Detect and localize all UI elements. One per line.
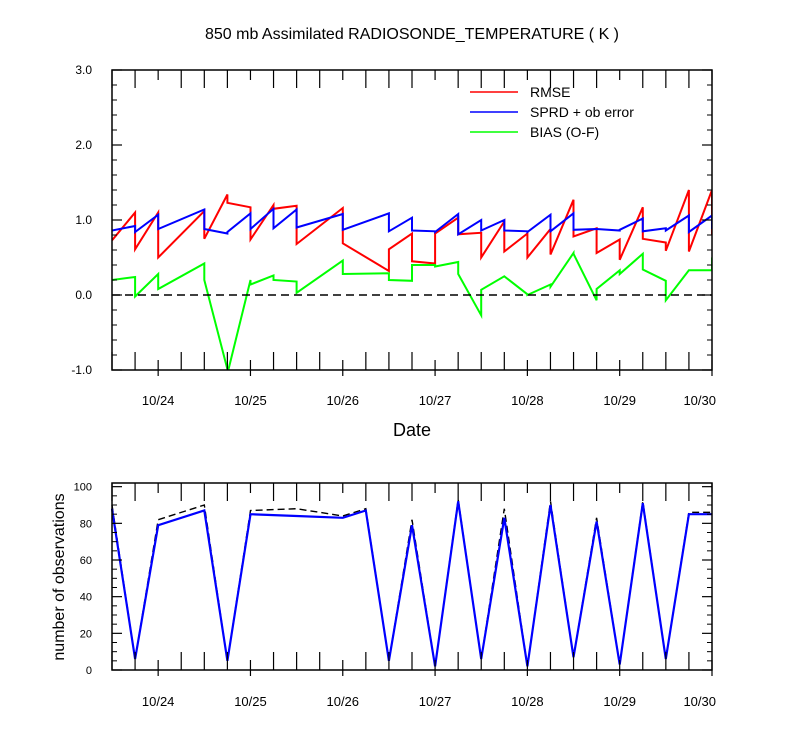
y-tick-label: 20 <box>80 628 92 640</box>
legend-label: BIAS (O-F) <box>530 124 599 140</box>
x-tick-label: 10/30 <box>683 694 716 709</box>
y-axis-label: number of observations <box>51 493 68 660</box>
y-tick-label: 80 <box>80 518 92 530</box>
legend-label: RMSE <box>530 84 570 100</box>
x-tick-label: 10/30 <box>683 393 716 408</box>
top-plot-frame <box>111 69 713 371</box>
top-series-group <box>112 189 712 370</box>
x-tick-label: 10/27 <box>419 393 452 408</box>
x-tick-label: 10/25 <box>234 694 267 709</box>
x-tick-label: 10/24 <box>142 393 175 408</box>
y-tick-label: 1.0 <box>75 213 92 227</box>
chart-title: 850 mb Assimilated RADIOSONDE_TEMPERATUR… <box>205 26 619 43</box>
bottom-plot: 0 20 40 60 80 100 10/24 10/25 10/26 10/27 10/28 10/… <box>51 482 716 709</box>
top-ticks: -1.0 0.0 1.0 2.0 3.0 10/24 10/25 10/26 10/27 10/2… <box>71 63 716 408</box>
y-tick-label: 40 <box>80 592 92 604</box>
y-tick-label: 100 <box>74 482 92 494</box>
series-line-sprd-ob-error <box>112 206 712 237</box>
y-tick-label: 0 <box>86 665 92 677</box>
bottom-ticks: 0 20 40 60 80 100 10/24 10/25 10/26 10/27 10/28 10/… <box>74 482 716 709</box>
x-tick-label: 10/25 <box>234 393 267 408</box>
x-tick-label: 10/24 <box>142 694 175 709</box>
y-tick-label: 2.0 <box>75 138 92 152</box>
observations-used-line <box>110 501 712 667</box>
y-tick-label: -1.0 <box>71 363 92 377</box>
y-tick-label: 3.0 <box>75 63 92 77</box>
x-tick-label: 10/27 <box>419 694 452 709</box>
y-tick-label: 60 <box>80 555 92 567</box>
legend-label: SPRD + ob error <box>530 104 634 120</box>
x-axis-label: Date <box>393 420 431 440</box>
x-tick-label: 10/28 <box>511 393 544 408</box>
x-tick-label: 10/28 <box>511 694 544 709</box>
x-tick-label: 10/29 <box>603 694 636 709</box>
legend: RMSE SPRD + ob error BIAS (O-F) <box>470 84 634 140</box>
top-plot: -1.0 0.0 1.0 2.0 3.0 10/24 10/25 10/26 10/27 10/2… <box>71 63 716 440</box>
bottom-plot-frame <box>111 482 713 671</box>
x-tick-label: 10/26 <box>326 393 359 408</box>
y-tick-label: 0.0 <box>75 288 92 302</box>
bottom-series-group <box>110 499 712 667</box>
x-tick-label: 10/26 <box>326 694 359 709</box>
series-line-bias-o-f <box>112 249 712 370</box>
x-tick-label: 10/29 <box>603 393 636 408</box>
